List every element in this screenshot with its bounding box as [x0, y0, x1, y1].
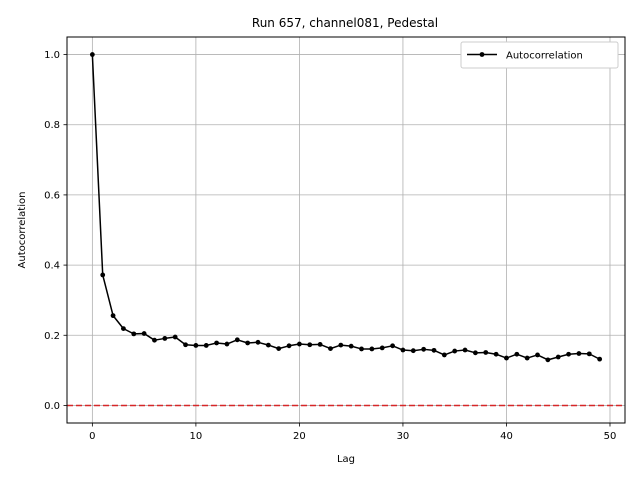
- data-point: [576, 351, 582, 356]
- data-point: [452, 348, 458, 354]
- data-point: [286, 343, 292, 349]
- data-point: [255, 339, 261, 345]
- data-point: [141, 331, 147, 336]
- data-point: [514, 351, 520, 357]
- data-point: [555, 354, 561, 360]
- y-tick-label: 0.8: [44, 120, 60, 131]
- x-tick-label: 20: [293, 431, 306, 442]
- y-tick-label: 0.0: [44, 401, 60, 412]
- data-point: [297, 341, 302, 347]
- chart-title: Run 657, channel081, Pedestal: [252, 16, 438, 30]
- x-tick-label: 40: [500, 431, 513, 442]
- data-point: [328, 346, 333, 352]
- x-tick-label: 50: [604, 431, 617, 442]
- data-point: [421, 346, 427, 352]
- data-point: [89, 52, 95, 57]
- data-point: [265, 342, 271, 348]
- data-point: [121, 326, 126, 332]
- legend: Autocorrelation: [460, 41, 619, 69]
- data-point: [359, 346, 364, 352]
- data-point: [431, 347, 437, 353]
- data-point: [152, 337, 157, 343]
- legend-box: [460, 41, 619, 69]
- data-point: [162, 336, 168, 341]
- data-point: [586, 351, 592, 357]
- data-point: [400, 347, 406, 353]
- data-point: [348, 343, 354, 349]
- x-tick-label: 30: [397, 431, 410, 442]
- data-point: [172, 334, 178, 340]
- data-point: [597, 356, 603, 362]
- ticks: 0 10 20 30 40 50 0.0 0.2 0.4 0.6 0.8 1.0: [44, 50, 616, 442]
- x-tick-label: 0: [89, 431, 95, 442]
- data-point: [493, 351, 499, 357]
- y-tick-label: 0.6: [44, 190, 60, 201]
- data-point: [307, 342, 313, 348]
- data-point: [524, 355, 530, 361]
- data-point: [317, 342, 323, 347]
- y-axis-title: Autocorrelation: [17, 192, 28, 269]
- data-point: [100, 272, 106, 278]
- data-point: [183, 342, 188, 348]
- data-point: [441, 352, 447, 358]
- data-point: [483, 350, 489, 355]
- data-point: [193, 343, 199, 348]
- data-point: [234, 337, 240, 343]
- data-point: [545, 357, 551, 363]
- data-point: [473, 350, 478, 356]
- legend-label: Autocorrelation: [506, 51, 583, 62]
- data-point: [214, 340, 219, 346]
- y-tick-label: 1.0: [44, 50, 60, 61]
- data-point: [203, 343, 209, 348]
- y-tick-label: 0.4: [44, 261, 60, 272]
- data-point: [224, 341, 230, 347]
- y-tick-label: 0.2: [44, 331, 60, 342]
- data-point: [369, 346, 375, 352]
- data-point: [276, 346, 282, 352]
- x-tick-label: 10: [190, 431, 203, 442]
- data-point: [390, 343, 395, 349]
- data-point: [245, 340, 251, 346]
- data-point: [338, 342, 344, 348]
- data-point: [462, 347, 468, 353]
- data-point: [566, 351, 571, 357]
- x-axis-title: Lag: [337, 454, 355, 465]
- series-layer: [89, 52, 603, 363]
- plot-frame: [66, 36, 626, 424]
- data-point: [110, 313, 116, 319]
- data-point: [410, 348, 416, 354]
- legend-marker-swatch: [479, 52, 485, 57]
- data-point: [379, 345, 385, 351]
- data-point: [131, 331, 137, 337]
- data-point: [504, 355, 509, 361]
- data-point: [535, 352, 540, 358]
